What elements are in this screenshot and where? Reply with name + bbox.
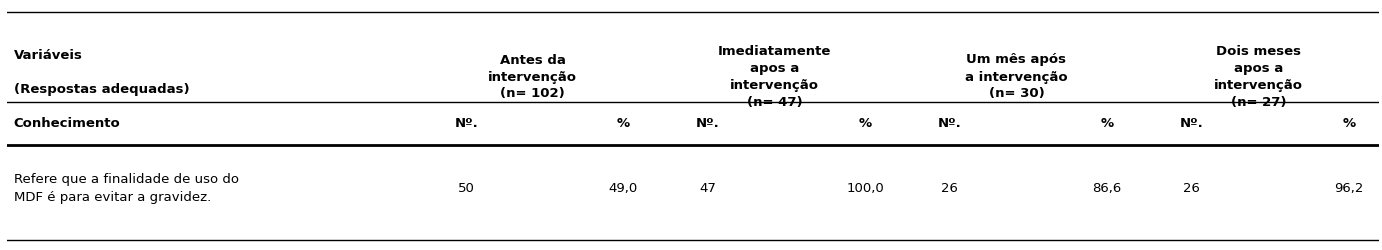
Text: Refere que a finalidade de uso do
MDF é para evitar a gravidez.: Refere que a finalidade de uso do MDF é … [14, 173, 239, 204]
Text: Dois meses
apos a
intervenção
(n= 27): Dois meses apos a intervenção (n= 27) [1213, 45, 1303, 109]
Text: %: % [1342, 117, 1356, 130]
Text: Imediatamente
apos a
intervenção
(n= 47): Imediatamente apos a intervenção (n= 47) [717, 45, 831, 109]
Text: %: % [616, 117, 630, 130]
Text: 26: 26 [1183, 182, 1200, 195]
Text: Um mês após
a intervenção
(n= 30): Um mês após a intervenção (n= 30) [965, 54, 1068, 100]
Text: Nº.: Nº. [1180, 117, 1204, 130]
Text: (Respostas adequadas): (Respostas adequadas) [14, 82, 189, 96]
Text: 96,2: 96,2 [1334, 182, 1364, 195]
Text: 100,0: 100,0 [846, 182, 884, 195]
Text: 50: 50 [457, 182, 474, 195]
Text: Nº.: Nº. [697, 117, 720, 130]
Text: %: % [1100, 117, 1114, 130]
Text: 86,6: 86,6 [1093, 182, 1122, 195]
Text: Nº.: Nº. [455, 117, 478, 130]
Text: Conhecimento: Conhecimento [14, 117, 120, 130]
Text: Variáveis: Variáveis [14, 49, 83, 62]
Text: 49,0: 49,0 [608, 182, 638, 195]
Text: Antes da
intervenção
(n= 102): Antes da intervenção (n= 102) [488, 54, 578, 100]
Text: Nº.: Nº. [938, 117, 962, 130]
Text: 26: 26 [941, 182, 958, 195]
Text: 47: 47 [699, 182, 716, 195]
Text: %: % [858, 117, 872, 130]
